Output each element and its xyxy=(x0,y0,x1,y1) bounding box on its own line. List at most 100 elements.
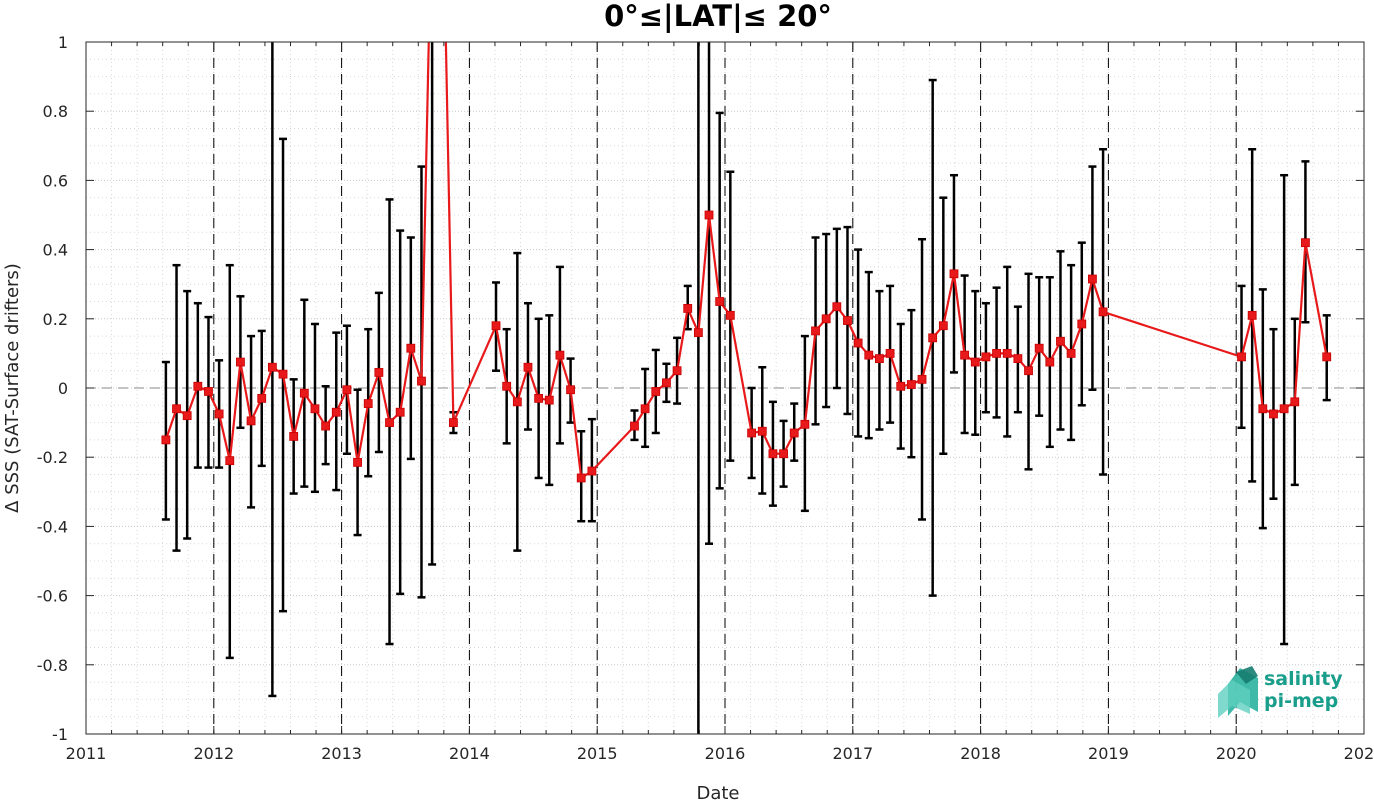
x-tick-labels: 2011 2012 2013 2014 2015 2016 2017 2018 2019 2020… xyxy=(66,744,1374,763)
y-tick-label: 0.4 xyxy=(43,241,68,260)
data-point xyxy=(587,466,597,476)
data-point xyxy=(246,416,256,426)
data-point xyxy=(789,428,799,438)
data-point xyxy=(725,310,735,320)
chart-title: 0°≤|LAT|≤ 20° xyxy=(604,0,832,33)
data-point xyxy=(1322,352,1332,362)
data-point xyxy=(1056,336,1065,346)
x-tick-label: 2019 xyxy=(1088,744,1129,763)
data-point xyxy=(1269,409,1278,419)
series-markers xyxy=(161,210,1332,483)
data-point xyxy=(779,449,788,459)
data-point xyxy=(960,350,970,360)
data-point xyxy=(182,411,192,421)
x-tick-label: 2015 xyxy=(577,744,618,763)
salinity-pi-mep-logo: salinity pi-mep xyxy=(1218,666,1343,718)
data-point xyxy=(1077,319,1087,329)
data-point xyxy=(1279,404,1289,414)
y-tick-label: 0.6 xyxy=(43,171,68,190)
data-point xyxy=(992,348,1001,358)
series-line xyxy=(164,42,1328,480)
data-point xyxy=(768,449,778,459)
data-point xyxy=(917,374,927,384)
data-point xyxy=(236,357,245,367)
x-tick-label: 2012 xyxy=(193,744,234,763)
y-tick-label: 1 xyxy=(58,33,68,52)
data-point xyxy=(299,388,309,398)
data-point xyxy=(289,432,299,441)
data-point xyxy=(449,418,458,428)
y-tick-label: 0.2 xyxy=(43,310,68,329)
data-point xyxy=(385,418,394,428)
data-point xyxy=(1045,357,1055,367)
y-tick-labels: -1 -0.8 -0.6 -0.4 -0.2 0 0.2 0.4 0.6 0.8 1 xyxy=(37,33,68,744)
data-point xyxy=(811,326,820,336)
data-point xyxy=(1024,366,1033,376)
data-point xyxy=(576,473,586,483)
y-tick-label: 0.8 xyxy=(43,102,68,121)
x-tick-label: 2016 xyxy=(705,744,746,763)
data-point xyxy=(417,376,426,386)
data-point xyxy=(672,366,682,376)
data-point xyxy=(331,407,341,417)
x-tick-label: 2020 xyxy=(1216,744,1257,763)
y-tick-label: 0 xyxy=(58,379,68,398)
wave-icon xyxy=(1218,666,1258,718)
data-point xyxy=(853,338,863,348)
data-point xyxy=(1013,354,1023,363)
data-point xyxy=(1002,348,1012,358)
data-point xyxy=(715,297,725,306)
data-point xyxy=(1237,352,1246,362)
data-point xyxy=(172,404,181,414)
year-separator-lines xyxy=(213,42,1237,734)
data-point xyxy=(161,435,171,445)
data-point xyxy=(544,395,554,405)
data-point xyxy=(938,321,948,331)
y-tick-label: -0.8 xyxy=(37,656,68,675)
data-point xyxy=(342,385,352,395)
data-point xyxy=(747,428,757,438)
data-point xyxy=(310,404,320,414)
data-point xyxy=(640,404,650,414)
data-point xyxy=(406,343,416,353)
data-point xyxy=(800,419,810,429)
error-bar xyxy=(428,42,437,566)
data-point xyxy=(193,381,203,391)
y-tick-label: -0.4 xyxy=(37,517,68,536)
logo-text-salinity: salinity xyxy=(1264,668,1343,690)
data-point xyxy=(906,380,916,389)
data-point xyxy=(896,381,906,391)
data-point xyxy=(757,426,767,436)
data-point xyxy=(321,421,331,431)
axis-ticks xyxy=(85,41,1365,735)
data-point xyxy=(981,352,991,362)
data-point xyxy=(502,381,512,391)
x-tick-label: 2017 xyxy=(832,744,873,763)
data-point xyxy=(1247,310,1257,320)
x-tick-label: 2011 xyxy=(66,744,107,763)
data-point xyxy=(832,302,842,312)
data-point xyxy=(875,354,884,363)
data-point xyxy=(214,409,224,419)
data-point xyxy=(885,348,895,358)
data-point xyxy=(523,362,533,372)
data-point xyxy=(363,399,373,408)
error-bar xyxy=(705,42,714,545)
data-point xyxy=(970,357,980,367)
data-point xyxy=(1066,348,1076,358)
data-point xyxy=(225,456,235,466)
data-point xyxy=(651,387,661,396)
y-tick-label: -0.2 xyxy=(37,448,68,467)
data-point xyxy=(374,368,384,377)
data-point xyxy=(512,397,522,407)
data-point xyxy=(555,350,565,360)
data-point xyxy=(821,314,831,324)
data-point xyxy=(693,328,703,338)
y-axis-label: Δ SSS (SAT-Surface drifters) xyxy=(2,263,23,513)
data-point xyxy=(843,316,852,325)
x-tick-label: 2014 xyxy=(449,744,490,763)
data-point xyxy=(1034,343,1044,353)
x-tick-label: 2018 xyxy=(960,744,1001,763)
x-tick-label: 2021 xyxy=(1344,744,1374,763)
data-point xyxy=(278,369,288,379)
